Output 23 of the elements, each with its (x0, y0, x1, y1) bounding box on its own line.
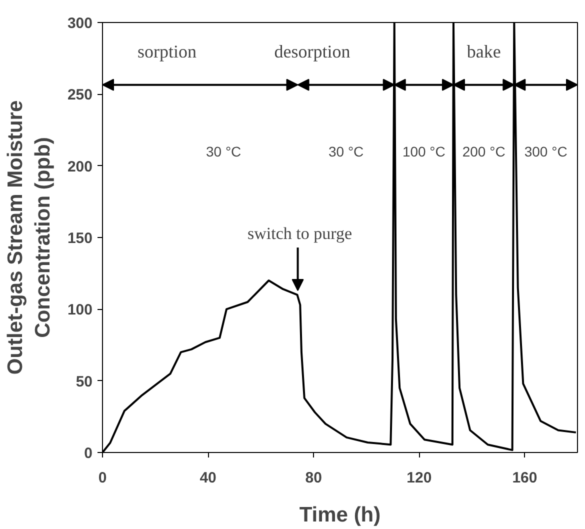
x-tick-label: 80 (305, 470, 322, 486)
x-axis-title: Time (h) (299, 504, 381, 526)
y-tick-label: 200 (67, 158, 93, 176)
x-tick-label: 40 (200, 470, 216, 486)
y-tick-label: 250 (67, 86, 93, 104)
annotation: 100 °C (402, 144, 446, 160)
y-tick-label: 100 (67, 302, 93, 319)
y-tick-label: 0 (84, 445, 92, 462)
annotation: sorption (137, 41, 196, 62)
annotation: desorption (274, 41, 350, 62)
y-tick-label: 150 (67, 230, 93, 247)
y-axis-title: Outlet-gas Stream Moisture Concentration (ppb) (4, 100, 54, 375)
x-tick-label: 0 (98, 470, 107, 486)
annotation: switch to purge (248, 224, 352, 244)
annotation: 200 °C (462, 144, 506, 160)
annotation: 30 °C (206, 144, 242, 160)
x-tick-label: 160 (512, 470, 538, 486)
annotation: 30 °C (328, 144, 364, 160)
annotation: bake (466, 41, 501, 62)
y-tick-label: 50 (76, 373, 93, 390)
y-tick-label: 300 (67, 15, 93, 32)
x-tick-label: 120 (406, 470, 432, 486)
annotation: 300 °C (524, 144, 568, 160)
